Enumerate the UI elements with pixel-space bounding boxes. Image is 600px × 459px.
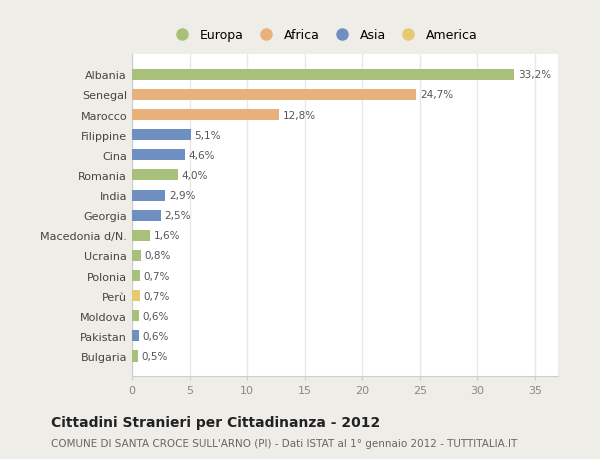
Bar	[132, 70, 514, 81]
Bar	[132, 270, 140, 281]
Bar	[132, 210, 161, 221]
Bar	[132, 190, 166, 201]
Bar	[132, 291, 140, 302]
Bar	[132, 110, 280, 121]
Text: 2,5%: 2,5%	[164, 211, 191, 221]
Text: 0,7%: 0,7%	[143, 291, 170, 301]
Text: Cittadini Stranieri per Cittadinanza - 2012: Cittadini Stranieri per Cittadinanza - 2…	[51, 415, 380, 429]
Bar	[132, 90, 416, 101]
Text: 0,7%: 0,7%	[143, 271, 170, 281]
Text: 4,0%: 4,0%	[182, 171, 208, 180]
Bar	[132, 230, 151, 241]
Bar	[132, 150, 185, 161]
Text: 4,6%: 4,6%	[188, 151, 215, 161]
Text: 24,7%: 24,7%	[420, 90, 453, 100]
Bar	[132, 330, 139, 341]
Text: COMUNE DI SANTA CROCE SULL'ARNO (PI) - Dati ISTAT al 1° gennaio 2012 - TUTTITALI: COMUNE DI SANTA CROCE SULL'ARNO (PI) - D…	[51, 438, 517, 448]
Bar	[132, 351, 138, 362]
Legend: Europa, Africa, Asia, America: Europa, Africa, Asia, America	[170, 29, 478, 42]
Text: 12,8%: 12,8%	[283, 110, 316, 120]
Text: 0,8%: 0,8%	[145, 251, 171, 261]
Text: 0,5%: 0,5%	[141, 351, 167, 361]
Text: 1,6%: 1,6%	[154, 231, 181, 241]
Text: 33,2%: 33,2%	[518, 70, 551, 80]
Text: 0,6%: 0,6%	[142, 331, 169, 341]
Bar	[132, 130, 191, 141]
Bar	[132, 250, 141, 262]
Text: 2,9%: 2,9%	[169, 190, 196, 201]
Bar	[132, 311, 139, 322]
Text: 0,6%: 0,6%	[142, 311, 169, 321]
Bar	[132, 170, 178, 181]
Text: 5,1%: 5,1%	[194, 130, 221, 140]
